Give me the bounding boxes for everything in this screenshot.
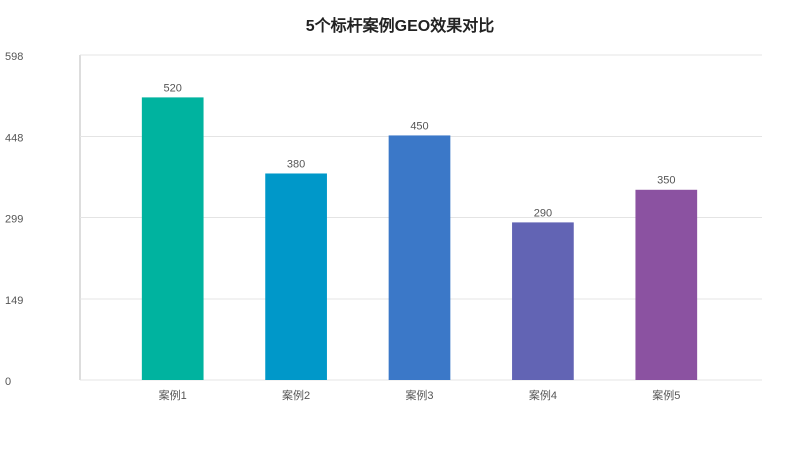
y-tick-label: 0 [5, 376, 11, 388]
x-tick-label: 案例1 [159, 388, 187, 402]
bar [265, 173, 327, 380]
y-tick-label: 149 [5, 295, 23, 307]
bar [388, 135, 451, 380]
bar [141, 97, 204, 381]
x-tick-label: 案例3 [405, 388, 433, 402]
value-label: 520 [164, 82, 182, 94]
y-tick-label: 299 [5, 213, 23, 225]
bar [512, 222, 574, 380]
value-label: 350 [657, 175, 675, 187]
chart-title: 5个标杆案例GEO效果对比 [306, 16, 494, 35]
value-label: 380 [287, 158, 305, 170]
x-tick-label: 案例4 [529, 388, 557, 402]
y-tick-label: 448 [5, 132, 23, 144]
value-label: 290 [534, 207, 552, 219]
x-tick-label: 案例5 [652, 388, 680, 402]
value-label: 450 [410, 120, 428, 132]
bar [635, 189, 698, 380]
x-tick-label: 案例2 [282, 388, 310, 402]
y-tick-label: 598 [5, 51, 23, 63]
